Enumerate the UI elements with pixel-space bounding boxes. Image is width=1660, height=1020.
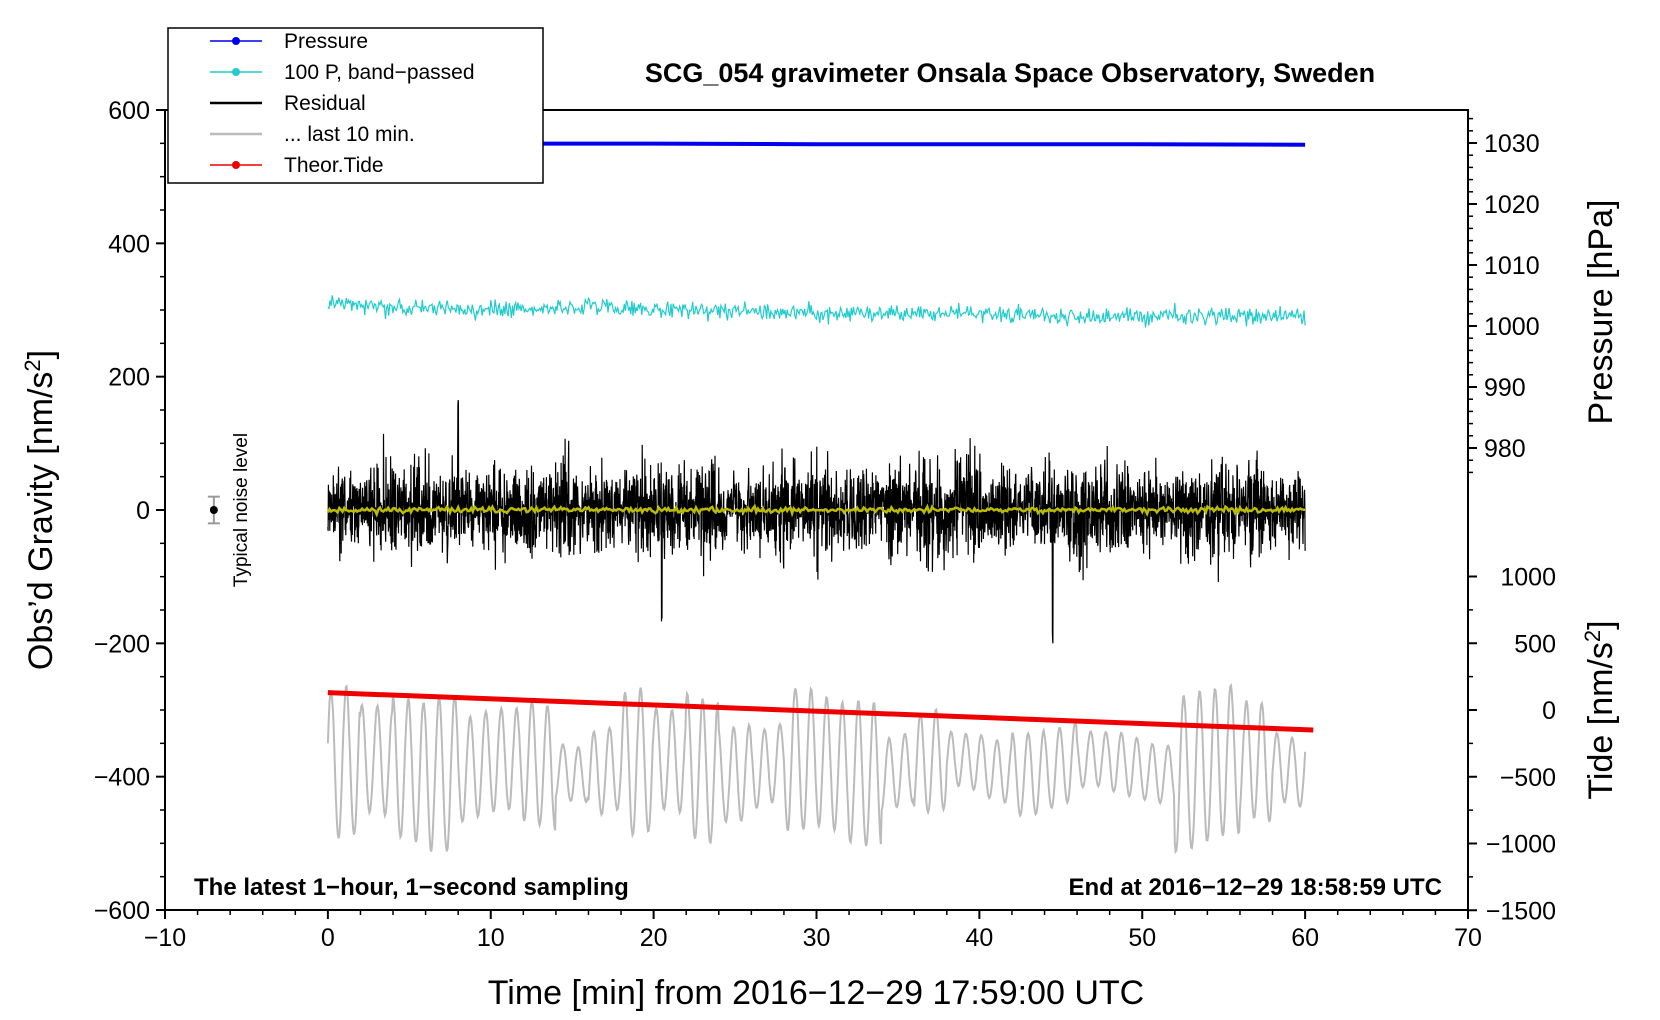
- x-tick-label: 10: [477, 924, 505, 952]
- noise-point: [209, 506, 218, 514]
- tide-tick-label: −1000: [1486, 831, 1556, 859]
- x-tick-label: 70: [1454, 924, 1482, 952]
- y-tick-label: −600: [94, 897, 150, 925]
- pressure-tick-label: 980: [1484, 435, 1526, 463]
- y-axis-title-tide-sup: 2: [1580, 630, 1605, 642]
- legend-label: ... last 10 min.: [284, 123, 415, 146]
- y-tick-label: 600: [108, 97, 150, 125]
- y-axis-title-gravity: Obs’d Gravity [nm/s2]: [20, 350, 60, 670]
- pressure-tick-label: 1010: [1484, 252, 1540, 280]
- tide-tick-label: 1000: [1500, 564, 1556, 592]
- legend-swatch-marker: [232, 68, 240, 76]
- x-tick-label: −10: [144, 924, 186, 952]
- noise-level-label: Typical noise level: [231, 433, 252, 587]
- x-axis-title: Time [min] from 2016−12−29 17:59:00 UTC: [488, 974, 1144, 1012]
- legend-label: Pressure: [284, 30, 368, 53]
- legend-label: Theor.Tide: [284, 154, 384, 177]
- x-tick-label: 0: [321, 924, 335, 952]
- pressure-tick-label: 1000: [1484, 313, 1540, 341]
- series-layer: [326, 141, 1314, 855]
- x-tick-label: 30: [803, 924, 831, 952]
- pressure-tick-label: 990: [1484, 374, 1526, 402]
- y-axis-title-gravity-main: Obs’d Gravity [nm/s: [22, 372, 60, 671]
- ticks-layer: −10 0 10 20 30 40 50 60 70−600−400−2000200400600…: [94, 97, 1556, 952]
- tide-tick-label: −1500: [1486, 897, 1556, 925]
- legend-label: 100 P, band−passed: [284, 61, 475, 84]
- y-axis-title-tide-end: ]: [1582, 620, 1620, 629]
- x-tick-label: 20: [640, 924, 668, 952]
- pressure-tick-label: 1020: [1484, 191, 1540, 219]
- y-axis-title-gravity-end: ]: [22, 350, 60, 359]
- x-tick-label: 50: [1128, 924, 1156, 952]
- legend-swatch-marker: [232, 37, 240, 45]
- last-10-min-series: [326, 682, 1307, 855]
- annotation-left: The latest 1−hour, 1−second sampling: [194, 874, 629, 901]
- y-tick-label: 0: [136, 497, 150, 525]
- x-tick-label: 60: [1291, 924, 1319, 952]
- theoretical-tide-series: [327, 690, 1314, 733]
- x-tick-label: 40: [965, 924, 993, 952]
- noise-marker-group: Typical noise level: [207, 433, 252, 587]
- y-axis-title-pressure: Pressure [hPa]: [1582, 200, 1620, 425]
- residual-smoothed-series: [326, 503, 1306, 518]
- y-tick-label: 400: [108, 230, 150, 258]
- tide-tick-label: −500: [1500, 764, 1556, 792]
- pressure-tick-label: 1030: [1484, 130, 1540, 158]
- band-passed-pressure-series: [327, 295, 1306, 328]
- legend-box: [167, 27, 544, 184]
- y-tick-label: 200: [108, 364, 150, 392]
- chart-title: SCG_054 gravimeter Onsala Space Observat…: [645, 58, 1375, 88]
- residual-series: [327, 399, 1306, 644]
- y-axis-title-tide-main: Tide [nm/s: [1582, 642, 1620, 799]
- tide-tick-label: 0: [1542, 697, 1556, 725]
- y-tick-label: −400: [94, 764, 150, 792]
- y-axis-title-tide: Tide [nm/s2]: [1580, 620, 1620, 799]
- tide-tick-label: 500: [1514, 630, 1556, 658]
- legend: Pressure 100 P, band−passed Residual ... la…: [167, 27, 544, 184]
- legend-label: Residual: [284, 92, 366, 115]
- y-axis-title-gravity-sup: 2: [20, 359, 45, 371]
- annotation-right: End at 2016−12−29 18:58:59 UTC: [1068, 874, 1442, 901]
- y-tick-label: −200: [94, 630, 150, 658]
- legend-swatch-marker: [232, 161, 240, 169]
